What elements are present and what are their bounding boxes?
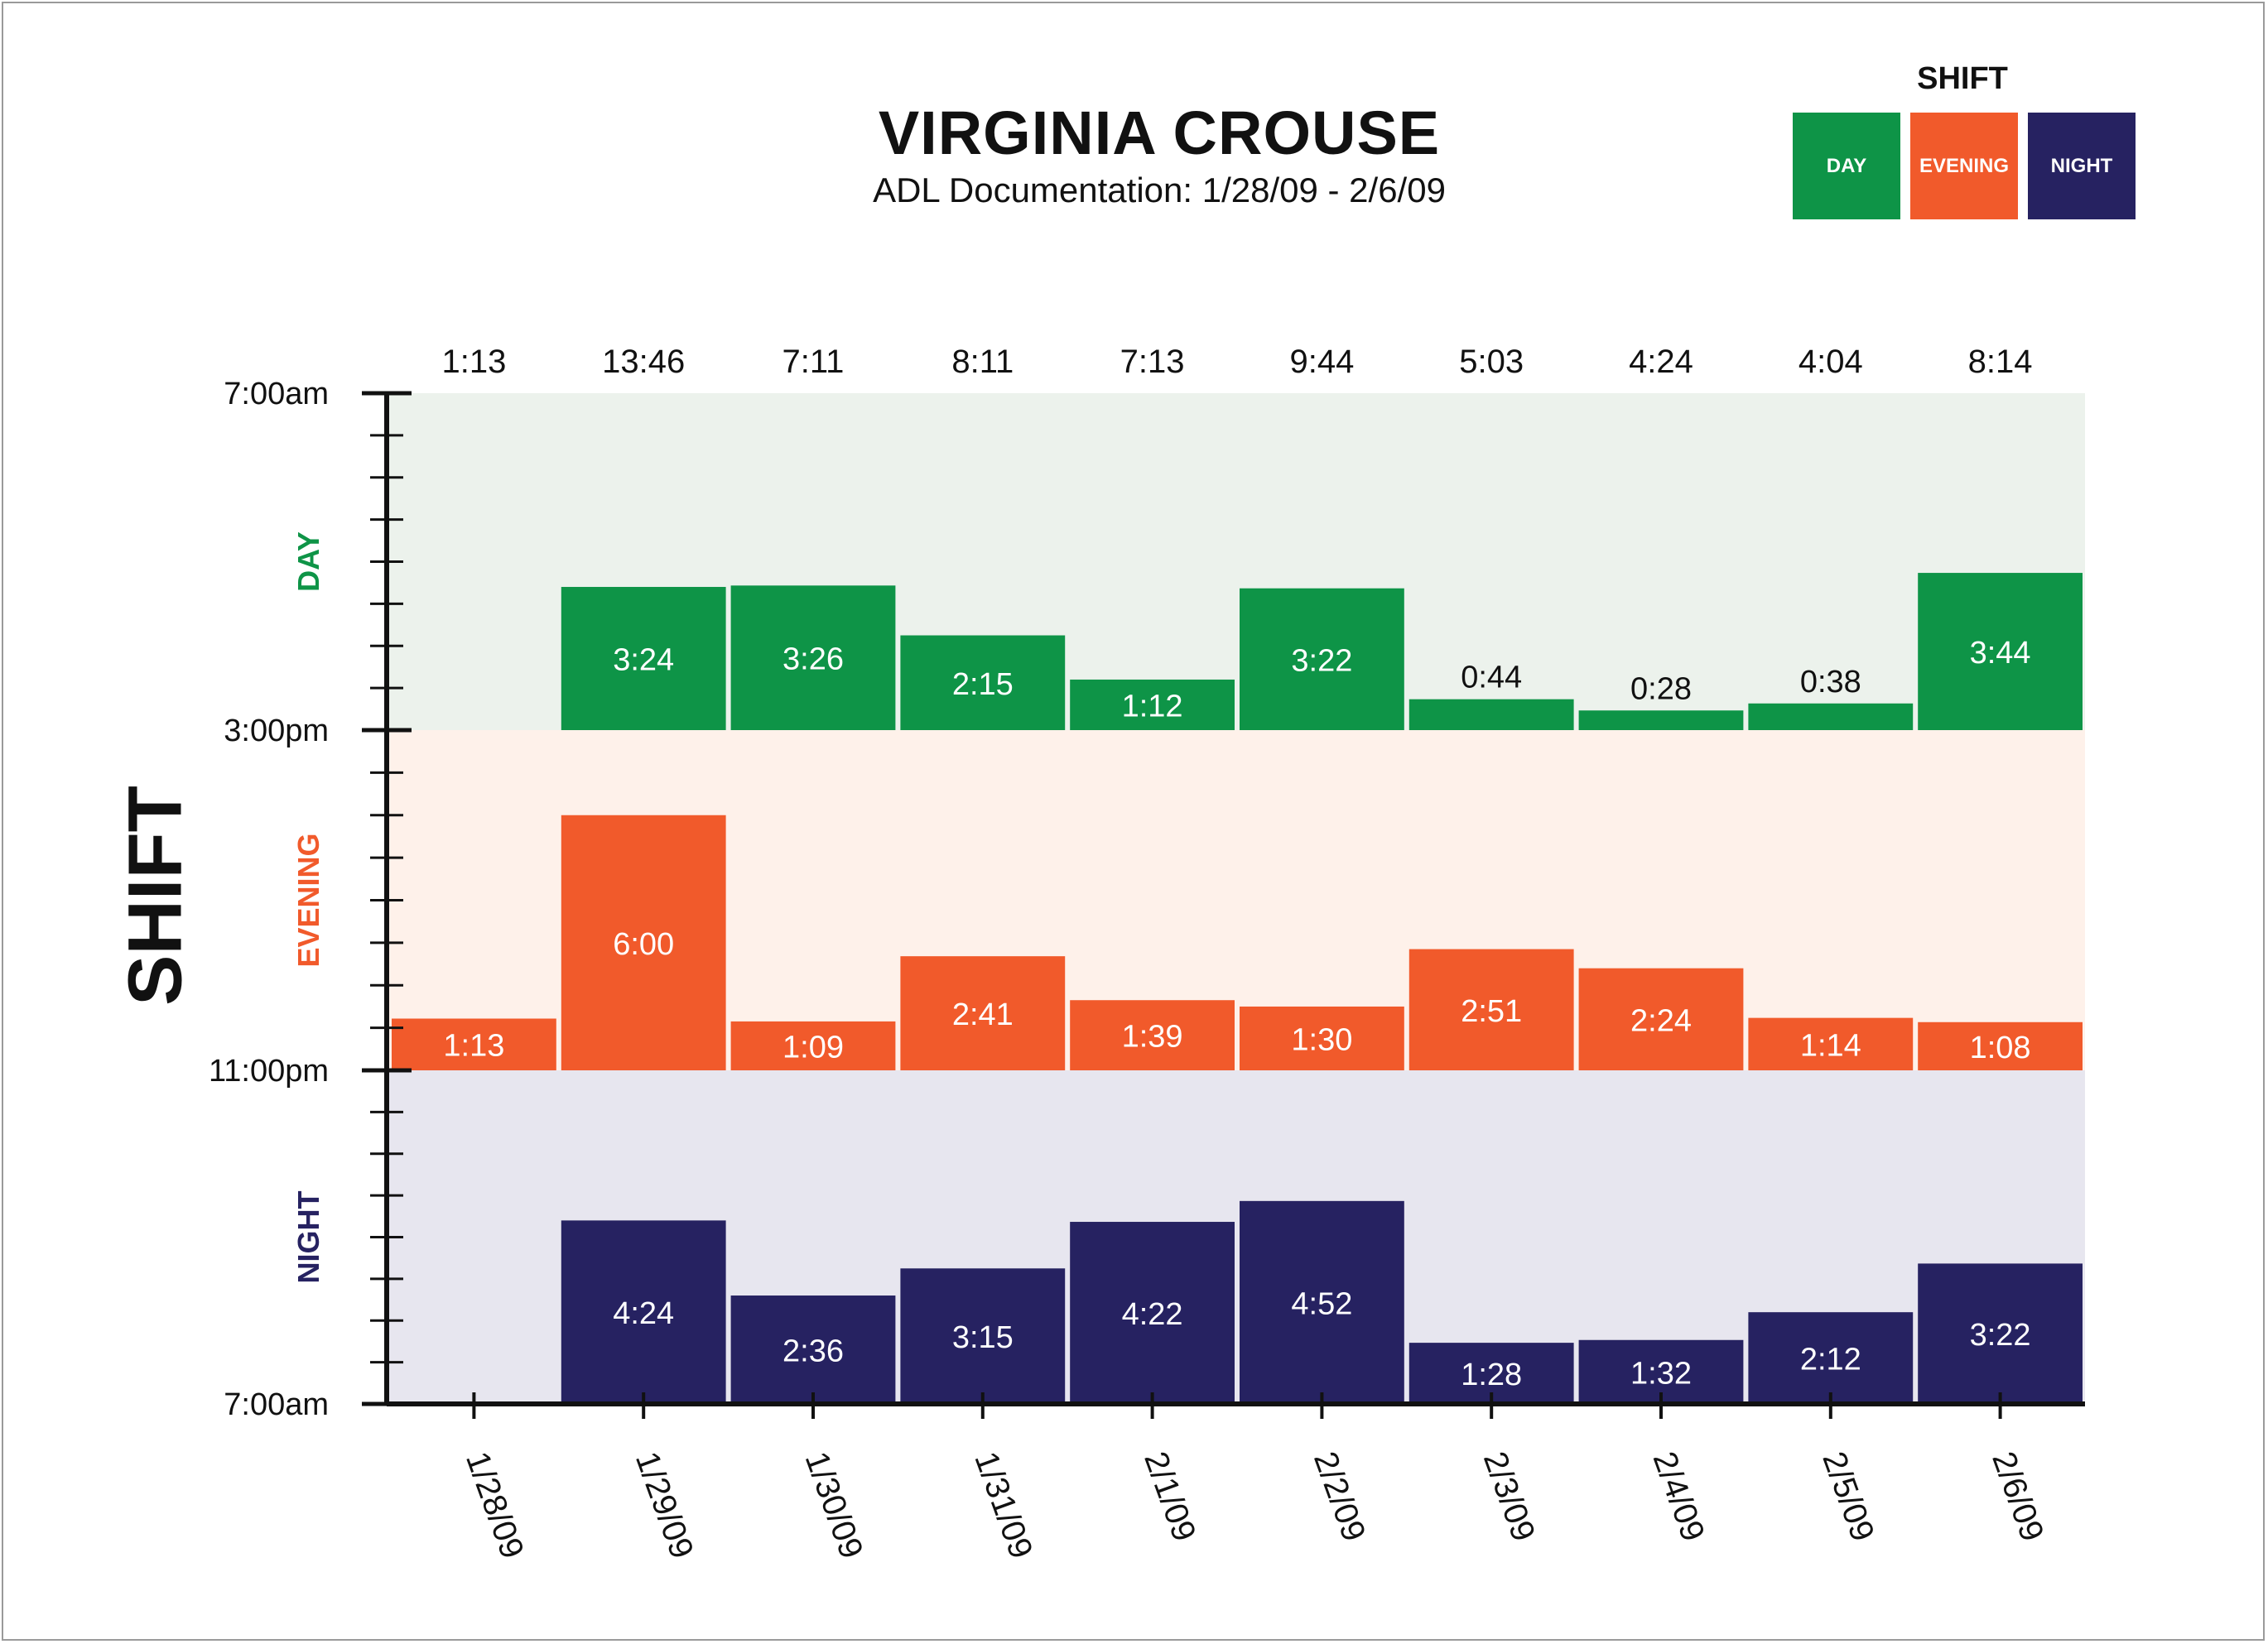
daily-total-label: 9:44	[1289, 344, 1354, 380]
bar-label-day: 3:26	[782, 642, 844, 677]
bar-night	[730, 1295, 896, 1404]
bar-label-evening: 1:13	[443, 1029, 504, 1064]
bar-day	[730, 585, 896, 730]
x-tick-label: 2/2/09	[1307, 1447, 1372, 1546]
bar-evening	[1918, 1021, 2083, 1070]
bar-label-day: 1:12	[1122, 689, 1183, 723]
x-tick-label: 1/31/09	[967, 1447, 1039, 1563]
chart-subtitle: ADL Documentation: 1/28/09 - 2/6/09	[873, 171, 1446, 209]
bar-label-day: 0:28	[1630, 671, 1692, 706]
bar-label-day: 2:15	[952, 667, 1014, 702]
bar-label-day: 3:24	[613, 643, 674, 678]
shift-label-night: NIGHT	[291, 1191, 325, 1284]
bar-night	[1070, 1222, 1235, 1404]
bar-label-night: 2:12	[1800, 1343, 1861, 1377]
chart-title: VIRGINIA CROUSE	[878, 99, 1441, 167]
bar-day	[1748, 703, 1914, 730]
x-tick-label: 1/30/09	[798, 1447, 870, 1563]
bar-evening	[1408, 949, 1574, 1070]
daily-total-label: 7:11	[782, 344, 845, 380]
daily-total-label: 4:24	[1629, 344, 1693, 380]
bar-label-evening: 1:08	[1970, 1031, 2031, 1065]
x-tick-label: 2/3/09	[1476, 1447, 1542, 1546]
bar-label-evening: 1:09	[782, 1030, 844, 1065]
bar-label-night: 3:22	[1970, 1318, 2031, 1353]
y-tick-label: 7:00am	[224, 1387, 329, 1422]
bar-label-day: 3:44	[1970, 636, 2031, 671]
x-tick-label: 2/5/09	[1815, 1447, 1880, 1546]
bar-evening	[1748, 1017, 1914, 1070]
shift-label-evening: EVENING	[291, 833, 325, 967]
daily-total-label: 4:04	[1799, 344, 1863, 380]
bar-day	[1070, 679, 1235, 730]
x-tick-label: 2/6/09	[1985, 1447, 2050, 1546]
bar-label-evening: 1:39	[1122, 1020, 1183, 1055]
bar-label-day: 0:44	[1461, 661, 1522, 695]
bar-label-night: 4:24	[613, 1296, 674, 1331]
bar-night	[1918, 1263, 2083, 1404]
daily-total-label: 8:14	[1968, 344, 2033, 380]
bar-day	[1578, 710, 1744, 730]
bar-evening	[900, 956, 1066, 1070]
legend-title: SHIFT	[1917, 61, 2008, 96]
bar-day	[561, 587, 726, 730]
bar-label-evening: 2:41	[952, 997, 1014, 1032]
bar-night	[900, 1268, 1066, 1404]
bar-label-evening: 1:14	[1800, 1028, 1861, 1063]
x-tick-label: 1/29/09	[628, 1447, 701, 1563]
bar-label-night: 1:28	[1461, 1358, 1522, 1392]
bar-evening	[730, 1021, 896, 1070]
x-tick-label: 2/1/09	[1137, 1447, 1202, 1546]
legend-night: NIGHT	[2028, 113, 2136, 219]
shift-label-day: DAY	[291, 531, 325, 592]
bar-label-day: 0:38	[1800, 665, 1861, 699]
y-tick-label: 3:00pm	[224, 714, 329, 748]
bar-label-evening: 1:30	[1291, 1022, 1352, 1057]
bar-day	[1918, 573, 2083, 730]
x-tick-label: 2/4/09	[1646, 1447, 1712, 1546]
daily-total-label: 7:13	[1120, 344, 1185, 380]
bar-evening	[1578, 968, 1744, 1070]
bar-night	[561, 1220, 726, 1404]
bar-label-night: 2:36	[782, 1334, 844, 1369]
bar-label-night: 4:22	[1122, 1297, 1183, 1332]
daily-total-label: 5:03	[1459, 344, 1524, 380]
y-tick-label: 11:00pm	[209, 1054, 329, 1089]
daily-total-label: 13:46	[602, 344, 685, 380]
y-tick-label: 7:00am	[224, 377, 329, 411]
bar-day	[1408, 699, 1574, 730]
bar-night	[1748, 1312, 1914, 1404]
bar-label-day: 3:22	[1291, 643, 1352, 678]
bar-day	[900, 635, 1066, 730]
bar-evening	[1240, 1006, 1404, 1070]
bar-evening	[392, 1018, 556, 1070]
daily-total-label: 1:13	[441, 344, 506, 380]
bar-label-evening: 2:24	[1630, 1003, 1692, 1038]
x-tick-label: 1/28/09	[459, 1447, 531, 1563]
bar-label-night: 4:52	[1291, 1286, 1352, 1321]
bar-label-night: 1:32	[1630, 1356, 1692, 1391]
bar-label-evening: 2:51	[1461, 994, 1522, 1029]
daily-total-label: 8:11	[951, 344, 1014, 380]
bar-day	[1240, 588, 1404, 730]
bar-evening	[561, 815, 726, 1070]
bar-night	[1240, 1200, 1404, 1404]
legend-evening: EVENING	[1910, 113, 2018, 219]
bar-label-night: 3:15	[952, 1320, 1014, 1355]
bar-evening	[1070, 1000, 1235, 1070]
bar-label-evening: 6:00	[613, 927, 674, 962]
legend-day: DAY	[1793, 113, 1900, 219]
